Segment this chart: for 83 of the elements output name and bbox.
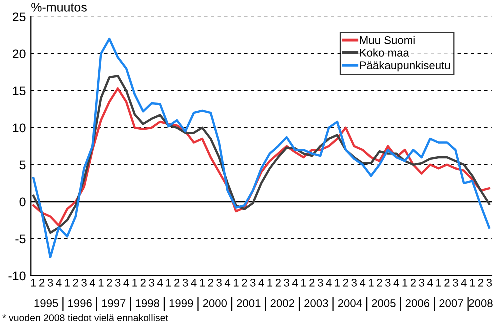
x-tick-label: 1 [234, 279, 239, 287]
x-tick-label: 3 [352, 278, 357, 287]
x-tick-label: 1 [166, 279, 172, 287]
x-tick-label: 2 [208, 278, 214, 287]
x-tick-label: 4 [360, 279, 366, 287]
y-tick-label: 20 [12, 50, 26, 59]
x-tick-label: 4 [224, 279, 231, 287]
text: * vuoden 2008 tiedot vielä ennakolliset [2, 314, 168, 322]
x-tick-label: 4 [124, 279, 130, 287]
x-tick-label: 1 [31, 279, 36, 287]
x-tick-label: 1 [369, 279, 374, 287]
text: 1998 [136, 300, 160, 308]
x-tick-label: 4 [90, 279, 96, 287]
x-tick-label: 3 [486, 278, 492, 287]
x-tick-label: 3 [115, 278, 121, 287]
x-tick-label: 3 [453, 278, 458, 287]
text: 2008 [469, 300, 493, 308]
y-tick-label: 25 [12, 12, 26, 22]
x-tick-label: 2 [310, 278, 315, 287]
text: 2003 [304, 300, 328, 308]
y-axis-title: %-muutos [32, 3, 87, 12]
x-tick-label: 1 [302, 279, 306, 287]
x-tick-label: 2 [410, 278, 416, 287]
x-tick-label: 4 [461, 279, 467, 287]
x-tick-label: 1 [65, 279, 70, 287]
y-tick-label: 15 [13, 86, 26, 96]
legend-label: Pääkaupunkiseutu [360, 61, 450, 72]
legend-label: Muu Suomi [360, 36, 415, 44]
y-tick-label: -5 [16, 234, 26, 244]
x-tick-label: 4 [191, 279, 197, 287]
x-tick-label: 3 [216, 278, 222, 287]
text: 2001 [237, 300, 261, 308]
text: 1996 [68, 300, 92, 308]
x-tick-label: 2 [107, 278, 112, 287]
x-tick-label: 3 [149, 278, 154, 287]
x-tick-label: 2 [478, 278, 484, 287]
x-tick-label: 2 [444, 278, 450, 287]
x-tick-label: 4 [394, 279, 400, 287]
x-tick-label: 1 [98, 279, 104, 287]
x-tick-label: 3 [48, 278, 54, 287]
x-tick-label: 4 [56, 279, 62, 287]
x-tick-label: 1 [335, 279, 340, 287]
x-tick-label: 2 [40, 278, 45, 287]
text: 1999 [170, 300, 194, 308]
text: 2007 [440, 300, 464, 308]
x-tick-label: 4 [326, 279, 332, 287]
text: 2002 [270, 300, 294, 308]
x-tick-label: 3 [318, 278, 324, 287]
x-tick-label: 3 [250, 278, 256, 287]
x-tick-label: 3 [284, 278, 290, 287]
y-tick-label: 5 [20, 160, 26, 170]
x-tick-label: 1 [268, 279, 273, 287]
y-tick-label: 10 [13, 124, 26, 133]
x-tick-label: 2 [73, 278, 78, 287]
x-tick-label: 1 [436, 279, 442, 287]
text: 2006 [406, 300, 430, 308]
y-tick-label: -10 [8, 272, 26, 281]
x-tick-label: 2 [343, 278, 348, 287]
x-tick-label: 1 [132, 279, 138, 287]
x-tick-label: 1 [402, 279, 408, 287]
x-tick-label: 1 [200, 279, 206, 287]
x-tick-label: 4 [157, 279, 164, 287]
x-tick-label: 2 [242, 278, 248, 287]
x-tick-label: 4 [428, 279, 434, 287]
text: 1997 [102, 300, 126, 308]
text: 2004 [338, 300, 362, 308]
x-tick-label: 2 [276, 278, 281, 287]
x-tick-label: 4 [258, 279, 264, 287]
x-tick-label: 2 [140, 278, 146, 287]
x-tick-label: 1 [470, 279, 476, 287]
x-tick-label: 2 [377, 278, 382, 287]
text: 2005 [372, 300, 396, 308]
x-tick-label: 3 [419, 278, 425, 287]
legend-label: Koko maa [360, 48, 410, 57]
text: 1995 [34, 300, 58, 308]
x-tick-label: 2 [174, 278, 180, 287]
x-tick-label: 4 [292, 279, 298, 287]
x-tick-label: 3 [82, 278, 87, 287]
text: 2000 [203, 300, 228, 308]
line-series [32, 38, 491, 259]
x-tick-label: 3 [182, 278, 188, 287]
y-tick-label: 0 [20, 198, 26, 207]
x-tick-label: 3 [385, 278, 391, 287]
